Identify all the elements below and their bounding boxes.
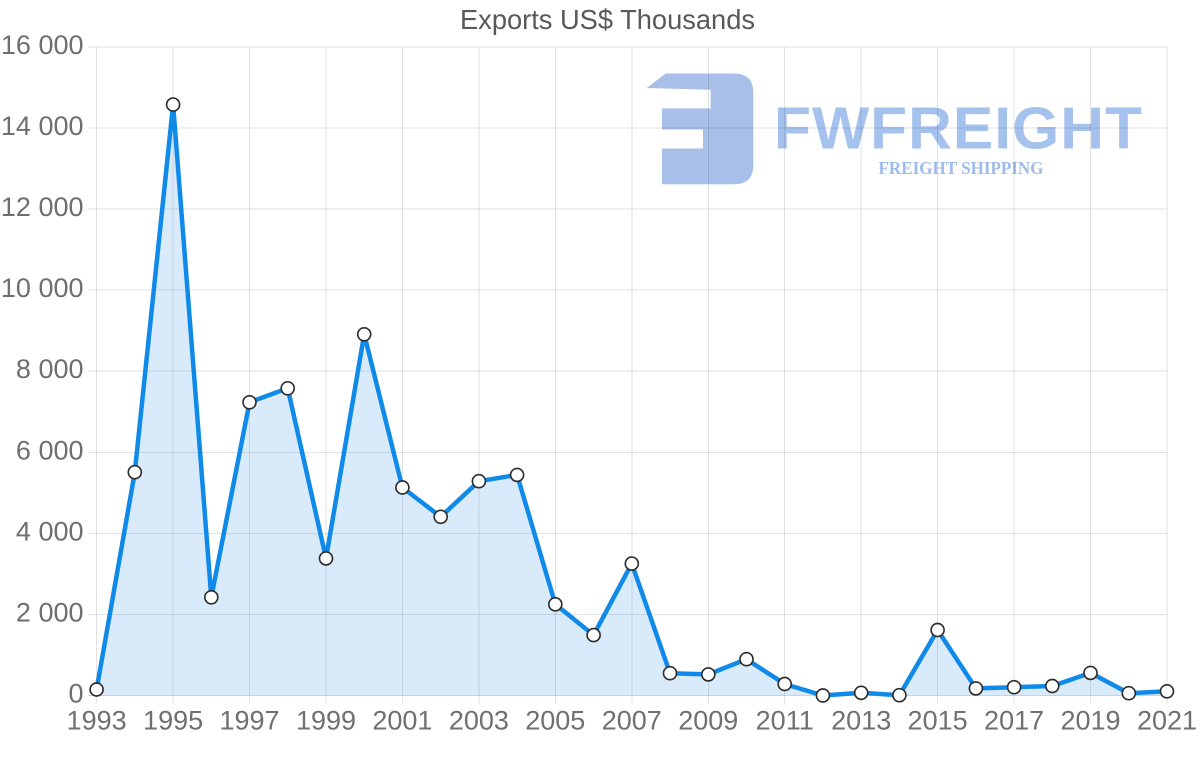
svg-text:FREIGHT SHIPPING: FREIGHT SHIPPING [879, 158, 1044, 178]
svg-text:2 000: 2 000 [16, 597, 84, 627]
svg-text:2001: 2001 [372, 706, 432, 736]
svg-text:2021: 2021 [1137, 706, 1197, 736]
svg-text:1999: 1999 [296, 706, 356, 736]
svg-text:2003: 2003 [449, 706, 509, 736]
svg-text:10 000: 10 000 [1, 273, 84, 303]
svg-text:2005: 2005 [525, 706, 585, 736]
svg-text:0: 0 [68, 678, 83, 708]
svg-text:8 000: 8 000 [16, 354, 84, 384]
svg-text:1995: 1995 [143, 706, 203, 736]
svg-text:16 000: 16 000 [1, 30, 84, 60]
svg-text:2017: 2017 [984, 706, 1044, 736]
svg-text:2019: 2019 [1060, 706, 1120, 736]
svg-text:1993: 1993 [67, 706, 127, 736]
svg-text:2007: 2007 [602, 706, 662, 736]
svg-text:2013: 2013 [831, 706, 891, 736]
svg-text:FWFREIGHT: FWFREIGHT [774, 96, 1143, 162]
svg-text:2015: 2015 [908, 706, 968, 736]
svg-text:4 000: 4 000 [16, 516, 84, 546]
svg-text:6 000: 6 000 [16, 435, 84, 465]
svg-text:2011: 2011 [756, 706, 814, 736]
svg-text:12 000: 12 000 [1, 192, 84, 222]
svg-text:2009: 2009 [678, 706, 738, 736]
svg-text:1997: 1997 [219, 706, 279, 736]
svg-text:Exports US$ Thousands: Exports US$ Thousands [460, 4, 755, 35]
svg-text:14 000: 14 000 [1, 111, 84, 141]
